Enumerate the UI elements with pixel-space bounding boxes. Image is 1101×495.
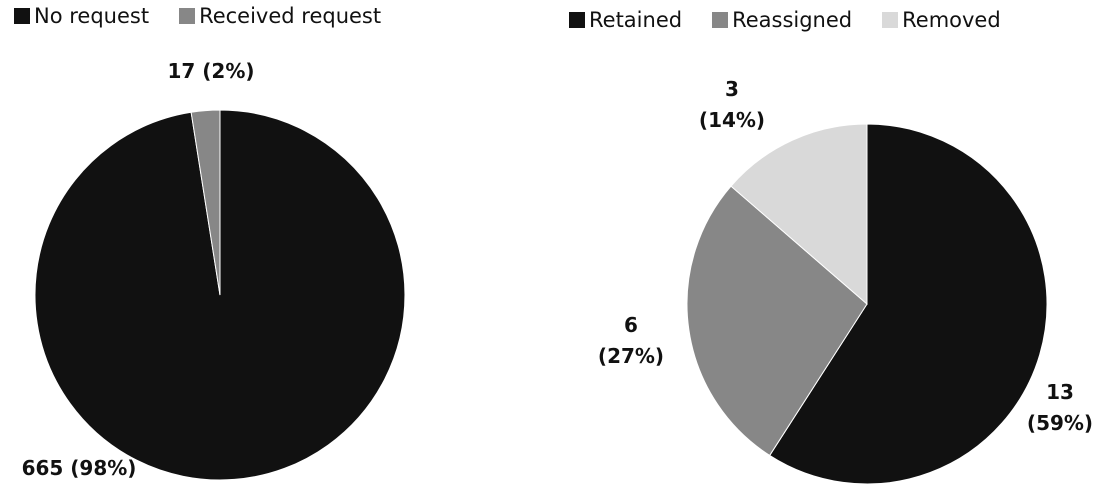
chart-2-label-retained-percent: (59%) bbox=[1026, 411, 1094, 435]
legend-item-reassigned: Reassigned bbox=[712, 8, 852, 32]
chart-1-label-received-request-percent: (2%) bbox=[202, 59, 255, 83]
chart-2-slice-reassigned bbox=[686, 185, 868, 457]
legend-item-no-request: No request bbox=[14, 4, 149, 28]
chart-2-slice-removed bbox=[730, 123, 868, 306]
chart-2-label-retained-value: 13 bbox=[1046, 380, 1074, 404]
chart-1-label-received-request: 17 (2%) bbox=[141, 56, 281, 87]
legend-label-removed: Removed bbox=[902, 8, 1001, 32]
legend-label-received-request: Received request bbox=[199, 4, 382, 28]
chart-1-label-no-request-percent: (98%) bbox=[70, 456, 137, 480]
legend-label-retained: Retained bbox=[589, 8, 683, 32]
legend-swatch-no-request bbox=[14, 8, 30, 24]
legend-swatch-removed bbox=[882, 12, 899, 28]
chart-2-label-removed: 3 (14%) bbox=[692, 74, 772, 136]
chart-1-label-no-request: 665 (98%) bbox=[4, 453, 154, 484]
legend-swatch-reassigned bbox=[712, 12, 729, 28]
legend-item-retained: Retained bbox=[569, 8, 682, 32]
chart-2-legend: Retained Reassigned Removed bbox=[569, 8, 1001, 32]
chart-2-slice-retained bbox=[768, 123, 1048, 485]
chart-2-label-reassigned-percent: (27%) bbox=[597, 344, 665, 368]
chart-2-label-removed-percent: (14%) bbox=[698, 108, 766, 132]
chart-1-slice-received-request bbox=[190, 109, 221, 296]
chart-2-label-reassigned: 6 (27%) bbox=[591, 310, 671, 372]
chart-1-label-no-request-value: 665 bbox=[21, 456, 64, 480]
legend-label-no-request: No request bbox=[34, 4, 150, 28]
chart-2-label-retained: 13 (59%) bbox=[1020, 377, 1100, 439]
legend-swatch-retained bbox=[569, 12, 585, 28]
chart-2-label-reassigned-value: 6 bbox=[624, 313, 638, 337]
legend-item-removed: Removed bbox=[882, 8, 1001, 32]
chart-2-label-removed-value: 3 bbox=[725, 77, 739, 101]
legend-swatch-received-request bbox=[179, 8, 196, 24]
chart-1-legend: No request Received request bbox=[14, 4, 381, 28]
legend-item-received-request: Received request bbox=[179, 4, 381, 28]
legend-label-reassigned: Reassigned bbox=[732, 8, 853, 32]
chart-1-label-received-request-value: 17 bbox=[167, 59, 196, 83]
